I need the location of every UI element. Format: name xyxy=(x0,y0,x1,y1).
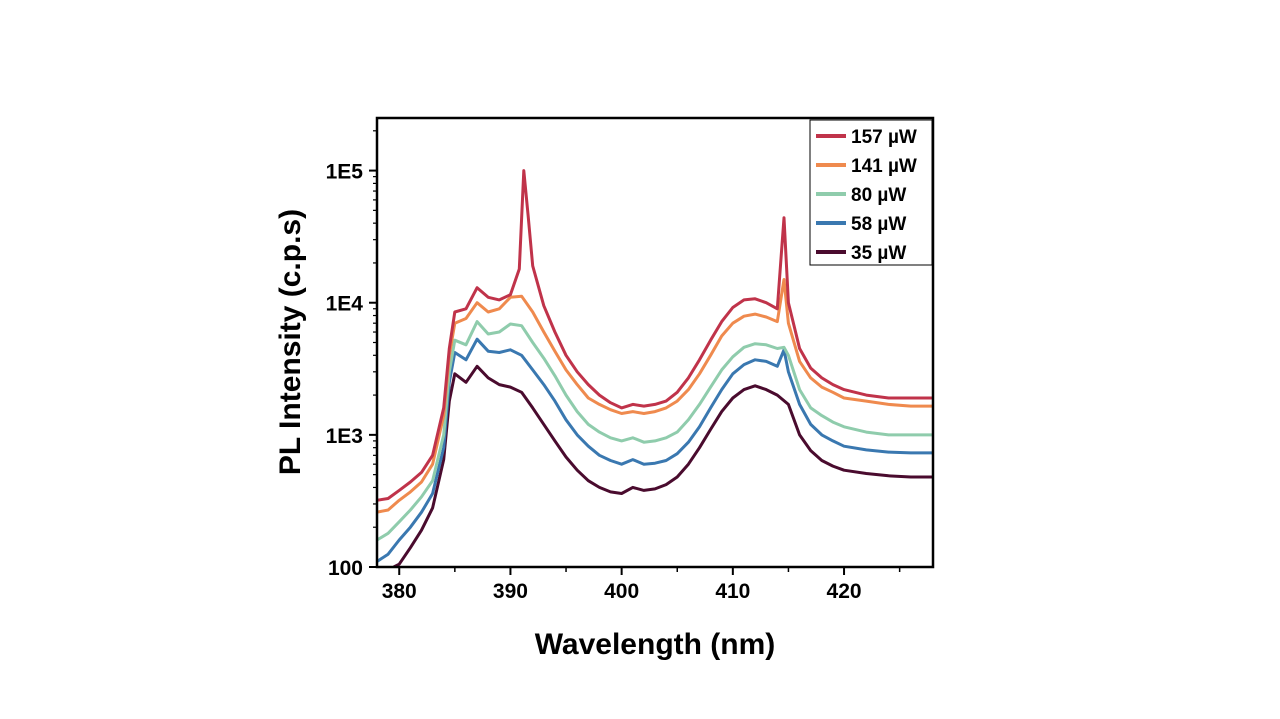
y-axis-ticks: 100 1E3 1E4 1E5 xyxy=(326,130,377,580)
x-tick-label: 410 xyxy=(715,580,750,603)
y-axis-title: PL Intensity (c.p.s) xyxy=(274,209,307,475)
legend-label: 35 µW xyxy=(851,243,906,264)
legend-label: 157 µW xyxy=(851,127,917,148)
series-line-4 xyxy=(393,364,933,567)
y-tick-label: 100 xyxy=(328,557,363,580)
legend-label: 58 µW xyxy=(851,214,906,235)
legend: 157 µW 141 µW 80 µW 58 µW 35 µW xyxy=(809,119,933,266)
series-line-3 xyxy=(377,337,933,563)
y-tick-label: 1E3 xyxy=(326,425,363,448)
legend-items: 157 µW 141 µW 80 µW 58 µW 35 µW xyxy=(816,127,917,264)
series-line-1 xyxy=(377,278,933,514)
legend-label: 141 µW xyxy=(851,156,917,177)
x-tick-label: 400 xyxy=(604,580,639,603)
y-tick-label: 1E5 xyxy=(326,161,364,184)
legend-label: 80 µW xyxy=(851,185,906,206)
x-axis-ticks: 380 390 400 410 420 xyxy=(382,567,901,603)
x-tick-label: 380 xyxy=(382,580,417,603)
x-axis-title: Wavelength (nm) xyxy=(535,628,776,661)
series-layer xyxy=(377,169,933,567)
x-tick-label: 420 xyxy=(827,580,862,603)
series-line-2 xyxy=(377,320,933,542)
y-tick-label: 1E4 xyxy=(326,293,364,316)
x-tick-label: 390 xyxy=(493,580,528,603)
series-line-0 xyxy=(377,169,933,502)
